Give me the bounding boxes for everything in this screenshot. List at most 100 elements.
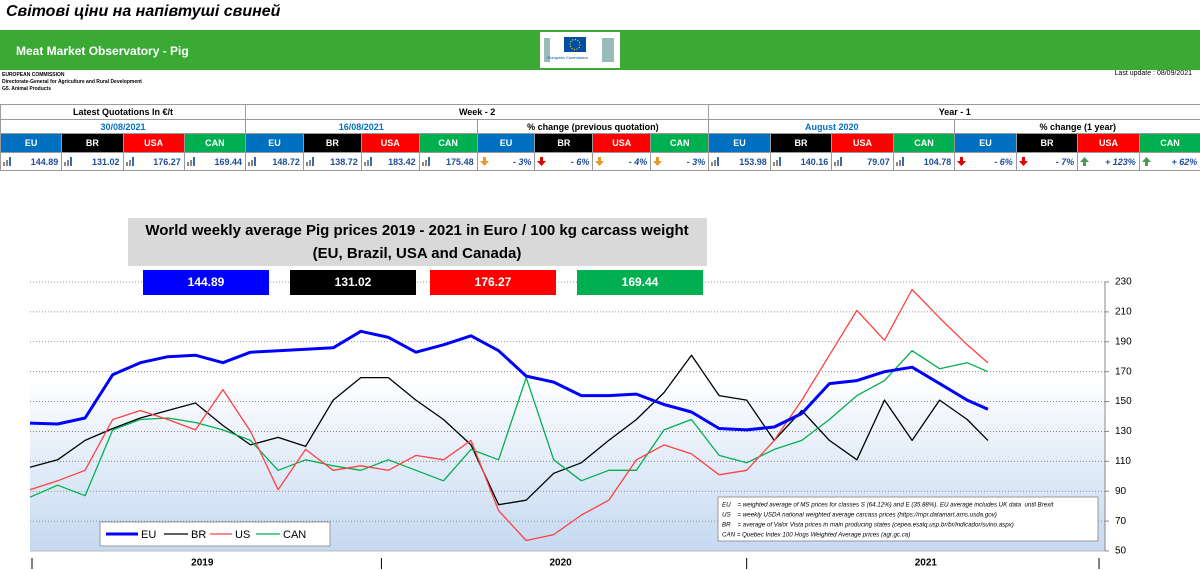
value-cell: + 62%: [1138, 152, 1200, 171]
legend-label: BR: [191, 529, 206, 541]
eu-stars: [569, 38, 581, 51]
value-cell: 144.89: [0, 152, 63, 171]
value-cell: - 6%: [954, 152, 1017, 171]
series-line: [29, 329, 989, 432]
org-block: EUROPEAN COMMISSION Directorate-General …: [2, 72, 142, 93]
cell-icon: [537, 157, 547, 166]
cell-icon: [363, 157, 372, 166]
market-head: CAN: [183, 133, 247, 153]
value-text: 79.07: [867, 156, 890, 167]
market-head: BR: [302, 133, 362, 153]
y-tick-label: 170: [1115, 366, 1132, 377]
legend-label: EU: [141, 529, 156, 541]
value-text: 153.98: [739, 156, 767, 167]
legend-label: CAN: [283, 529, 306, 541]
value-badge: [143, 270, 269, 295]
value-text: - 4%: [628, 156, 648, 167]
series-line: [29, 350, 989, 498]
cell-icon: [1018, 157, 1028, 166]
value-cell: 176.27: [122, 152, 185, 171]
y-tick-label: 210: [1115, 307, 1132, 318]
value-cell: - 7%: [1015, 152, 1079, 171]
value-cell: 148.72: [245, 152, 304, 171]
series-line: [29, 288, 989, 542]
cell-icon: [834, 157, 843, 166]
value-cell: - 3%: [476, 152, 536, 171]
org-line: EUROPEAN COMMISSION: [2, 72, 65, 78]
value-text: 169.44: [214, 156, 243, 167]
cell-icon: [772, 157, 781, 166]
note-line: CAN = Quebec Index 100 Hogs Weighted Ave…: [722, 532, 910, 539]
market-head: USA: [360, 133, 420, 153]
y-tick-label: 190: [1115, 336, 1132, 347]
logo-building: [602, 38, 614, 62]
cell-icon: [595, 157, 605, 166]
value-text: 140.16: [800, 156, 829, 167]
value-text: 148.72: [272, 156, 300, 167]
cell-icon: [1141, 157, 1151, 166]
value-text: - 3%: [686, 156, 706, 167]
value-text: + 123%: [1104, 156, 1136, 167]
cell-icon: [248, 157, 257, 166]
value-cell: + 123%: [1077, 152, 1140, 171]
market-head: EU: [954, 133, 1017, 153]
value-badge: [577, 270, 703, 295]
x-tick-label: 2021: [915, 558, 938, 569]
badge-label: 131.02: [335, 275, 372, 289]
note-line: US = weekly USDA national weighted avera…: [722, 512, 997, 519]
y-tick-label: 230: [1115, 277, 1132, 288]
chart-title: World weekly average Pig prices 2019 - 2…: [145, 222, 688, 239]
value-text: - 6%: [994, 156, 1013, 167]
market-head: BR: [769, 133, 833, 153]
value-text: - 6%: [570, 156, 590, 167]
cell-icon: [1080, 157, 1090, 166]
market-head: BR: [534, 133, 594, 153]
y-tick-label: 50: [1115, 546, 1127, 557]
value-text: 144.89: [30, 156, 59, 167]
value-text: 175.48: [446, 156, 474, 167]
cell-icon: [711, 157, 720, 166]
logo-building: [544, 38, 550, 62]
value-text: - 7%: [1055, 156, 1075, 167]
logo-graphic: European Commission: [544, 37, 614, 62]
values-row: 144.89 131.02 176.27 169.44 148.72 138.72 183.…: [0, 152, 1200, 171]
market-head: EU: [0, 133, 63, 153]
cell-icon: [186, 157, 195, 166]
badge-label: 176.27: [475, 275, 512, 289]
value-text: 176.27: [153, 156, 181, 167]
y-tick-label: 90: [1115, 486, 1127, 497]
value-text: 138.72: [330, 156, 358, 167]
header-row: Latest Quotations In €/t Week - 2 Year - 1: [0, 104, 1200, 120]
badge-label: 169.44: [622, 275, 659, 289]
value-text: + 62%: [1171, 156, 1198, 167]
logo-text: European Commission: [548, 55, 588, 60]
chart-subtitle: (EU, Brazil, USA and Canada): [313, 245, 522, 262]
value-cell: 169.44: [183, 152, 247, 171]
value-text: 104.78: [923, 156, 952, 167]
cell-icon: [3, 157, 11, 166]
value-text: 131.02: [91, 156, 120, 167]
cell-icon: [64, 157, 73, 166]
value-badge: [290, 270, 416, 295]
org-line: G5. Animal Products: [2, 86, 51, 92]
title-box: [128, 218, 707, 266]
note-line: EU = weighted average of MS prices for c…: [722, 502, 1054, 509]
org-line: Directorate-General for Agriculture and …: [2, 79, 142, 85]
market-head: USA: [831, 133, 894, 153]
market-head: CAN: [1138, 133, 1200, 153]
value-cell: - 3%: [650, 152, 710, 171]
value-cell: - 6%: [534, 152, 594, 171]
x-tick-label: 2019: [191, 558, 214, 569]
notes-box: [717, 496, 1099, 542]
note-line: BR = average of Valor Vista prices in ma…: [722, 522, 1014, 529]
value-badge: [430, 270, 556, 295]
value-text: 183.42: [388, 156, 416, 167]
cell-icon: [421, 157, 430, 166]
cell-icon: [479, 157, 489, 166]
value-text: - 3%: [512, 156, 532, 167]
last-update: Last update : 08/09/2021: [1114, 70, 1192, 77]
market-head: USA: [122, 133, 185, 153]
banner-text: Meat Market Observatory - Pig: [16, 44, 189, 58]
